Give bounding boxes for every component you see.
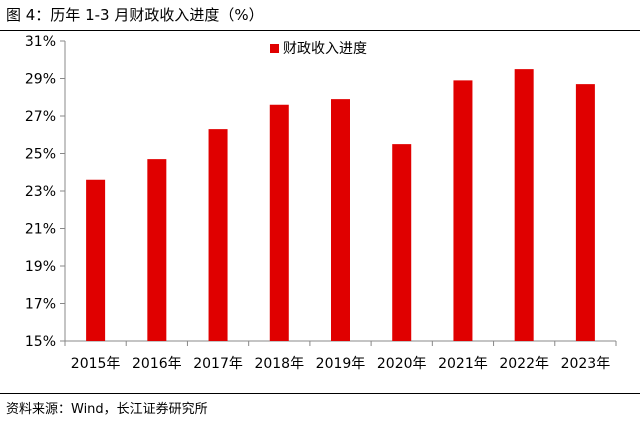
x-tick-label: 2017年 [193, 356, 243, 372]
bar [208, 129, 228, 341]
bar-chart: 15%17%19%21%23%25%27%29%31% 2015年 2016年 20… [25, 34, 617, 372]
bar [331, 99, 350, 341]
bar [147, 159, 167, 341]
bars [86, 69, 595, 341]
bar [392, 144, 412, 341]
bar [86, 179, 106, 341]
x-tick-label: 2023年 [561, 356, 611, 372]
x-tick-label: 2019年 [316, 356, 366, 372]
y-axis: 15% 17% 19% 21% 23% 25% 27% 29% 31% [25, 34, 66, 350]
legend-label: 财政收入进度 [283, 41, 367, 57]
figure-title: 图 4：历年 1-3 月财政收入进度（%） [6, 6, 264, 24]
y-tick-label: 19% [25, 259, 56, 275]
y-tick-label: 25% [25, 147, 56, 163]
x-tick-label: 2018年 [254, 356, 304, 372]
legend: 财政收入进度 [270, 41, 367, 57]
bar [453, 80, 473, 341]
x-tick-label: 2021年 [438, 356, 488, 372]
x-tick-label: 2015年 [71, 356, 121, 372]
bar [514, 69, 534, 341]
y-tick-label: 23% [25, 184, 56, 200]
y-tick-label: 27% [25, 109, 56, 125]
y-tick-label: 21% [25, 222, 56, 238]
y-tick-label: 29% [25, 72, 56, 88]
x-tick-label: 2020年 [377, 356, 427, 372]
y-tick-label: 15% [25, 334, 56, 350]
source-rule [0, 393, 640, 394]
legend-swatch [270, 44, 279, 53]
source-note: 资料来源：Wind，长江证券研究所 [6, 402, 208, 417]
x-tick-label: 2022年 [499, 356, 549, 372]
x-axis: 2015年 2016年 2017年 2018年 2019年 2020年 2021年 2022年… [64, 340, 617, 372]
title-rule [0, 30, 640, 31]
bar [269, 104, 289, 341]
y-tick-label: 17% [25, 297, 56, 313]
x-tick-label: 2016年 [132, 356, 182, 372]
y-tick-label: 31% [25, 34, 56, 50]
bar [575, 84, 595, 341]
